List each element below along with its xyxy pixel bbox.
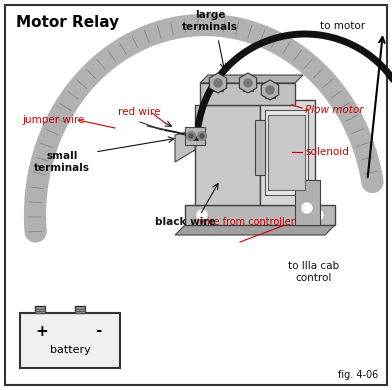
Text: wire from controller: wire from controller bbox=[199, 217, 295, 227]
Bar bbox=[20, 313, 120, 368]
Text: solenoid: solenoid bbox=[305, 147, 349, 157]
Text: black wire: black wire bbox=[155, 217, 215, 227]
Circle shape bbox=[197, 210, 207, 220]
Polygon shape bbox=[175, 135, 198, 150]
Polygon shape bbox=[175, 130, 195, 162]
Text: large
terminals: large terminals bbox=[182, 11, 238, 32]
Polygon shape bbox=[200, 75, 303, 83]
Circle shape bbox=[302, 203, 312, 213]
Bar bbox=[260, 100, 315, 205]
Text: +: + bbox=[36, 323, 48, 339]
Bar bbox=[255, 120, 265, 175]
Circle shape bbox=[313, 210, 323, 220]
Bar bbox=[295, 180, 320, 225]
Bar bbox=[185, 205, 335, 225]
Circle shape bbox=[200, 134, 204, 138]
Text: jumper wire: jumper wire bbox=[22, 115, 84, 125]
Circle shape bbox=[198, 131, 207, 140]
Bar bbox=[243, 83, 253, 91]
Circle shape bbox=[214, 79, 222, 87]
Text: battery: battery bbox=[50, 345, 91, 355]
Bar bbox=[185, 127, 205, 145]
Text: -: - bbox=[95, 323, 101, 339]
Polygon shape bbox=[261, 80, 279, 100]
Text: red wire: red wire bbox=[118, 107, 160, 117]
Circle shape bbox=[189, 134, 193, 138]
Bar bbox=[213, 83, 223, 91]
Bar bbox=[75, 306, 85, 313]
Text: to IIIa cab
control: to IIIa cab control bbox=[288, 261, 339, 283]
Text: small
terminals: small terminals bbox=[34, 151, 90, 173]
Polygon shape bbox=[175, 225, 335, 235]
Bar bbox=[35, 306, 45, 313]
Text: fig. 4-06: fig. 4-06 bbox=[338, 370, 378, 380]
Circle shape bbox=[244, 79, 252, 87]
Bar bbox=[265, 90, 275, 98]
Text: Plow motor: Plow motor bbox=[305, 105, 363, 115]
Polygon shape bbox=[209, 73, 227, 93]
Polygon shape bbox=[240, 73, 257, 93]
Text: to motor: to motor bbox=[320, 21, 365, 31]
Circle shape bbox=[266, 86, 274, 94]
Bar bbox=[200, 83, 295, 105]
Circle shape bbox=[187, 131, 196, 140]
Bar bbox=[265, 110, 308, 195]
Bar bbox=[195, 105, 260, 205]
Bar bbox=[268, 115, 305, 190]
Text: Motor Relay: Motor Relay bbox=[16, 15, 119, 30]
